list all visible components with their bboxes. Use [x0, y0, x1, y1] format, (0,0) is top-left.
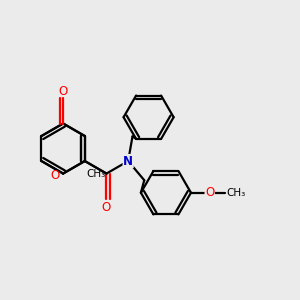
Text: O: O [50, 169, 60, 182]
Text: O: O [102, 201, 111, 214]
Text: CH₃: CH₃ [86, 169, 106, 178]
Text: O: O [58, 85, 68, 98]
Text: CH₃: CH₃ [226, 188, 245, 198]
Text: O: O [205, 186, 214, 199]
Text: N: N [123, 154, 133, 167]
